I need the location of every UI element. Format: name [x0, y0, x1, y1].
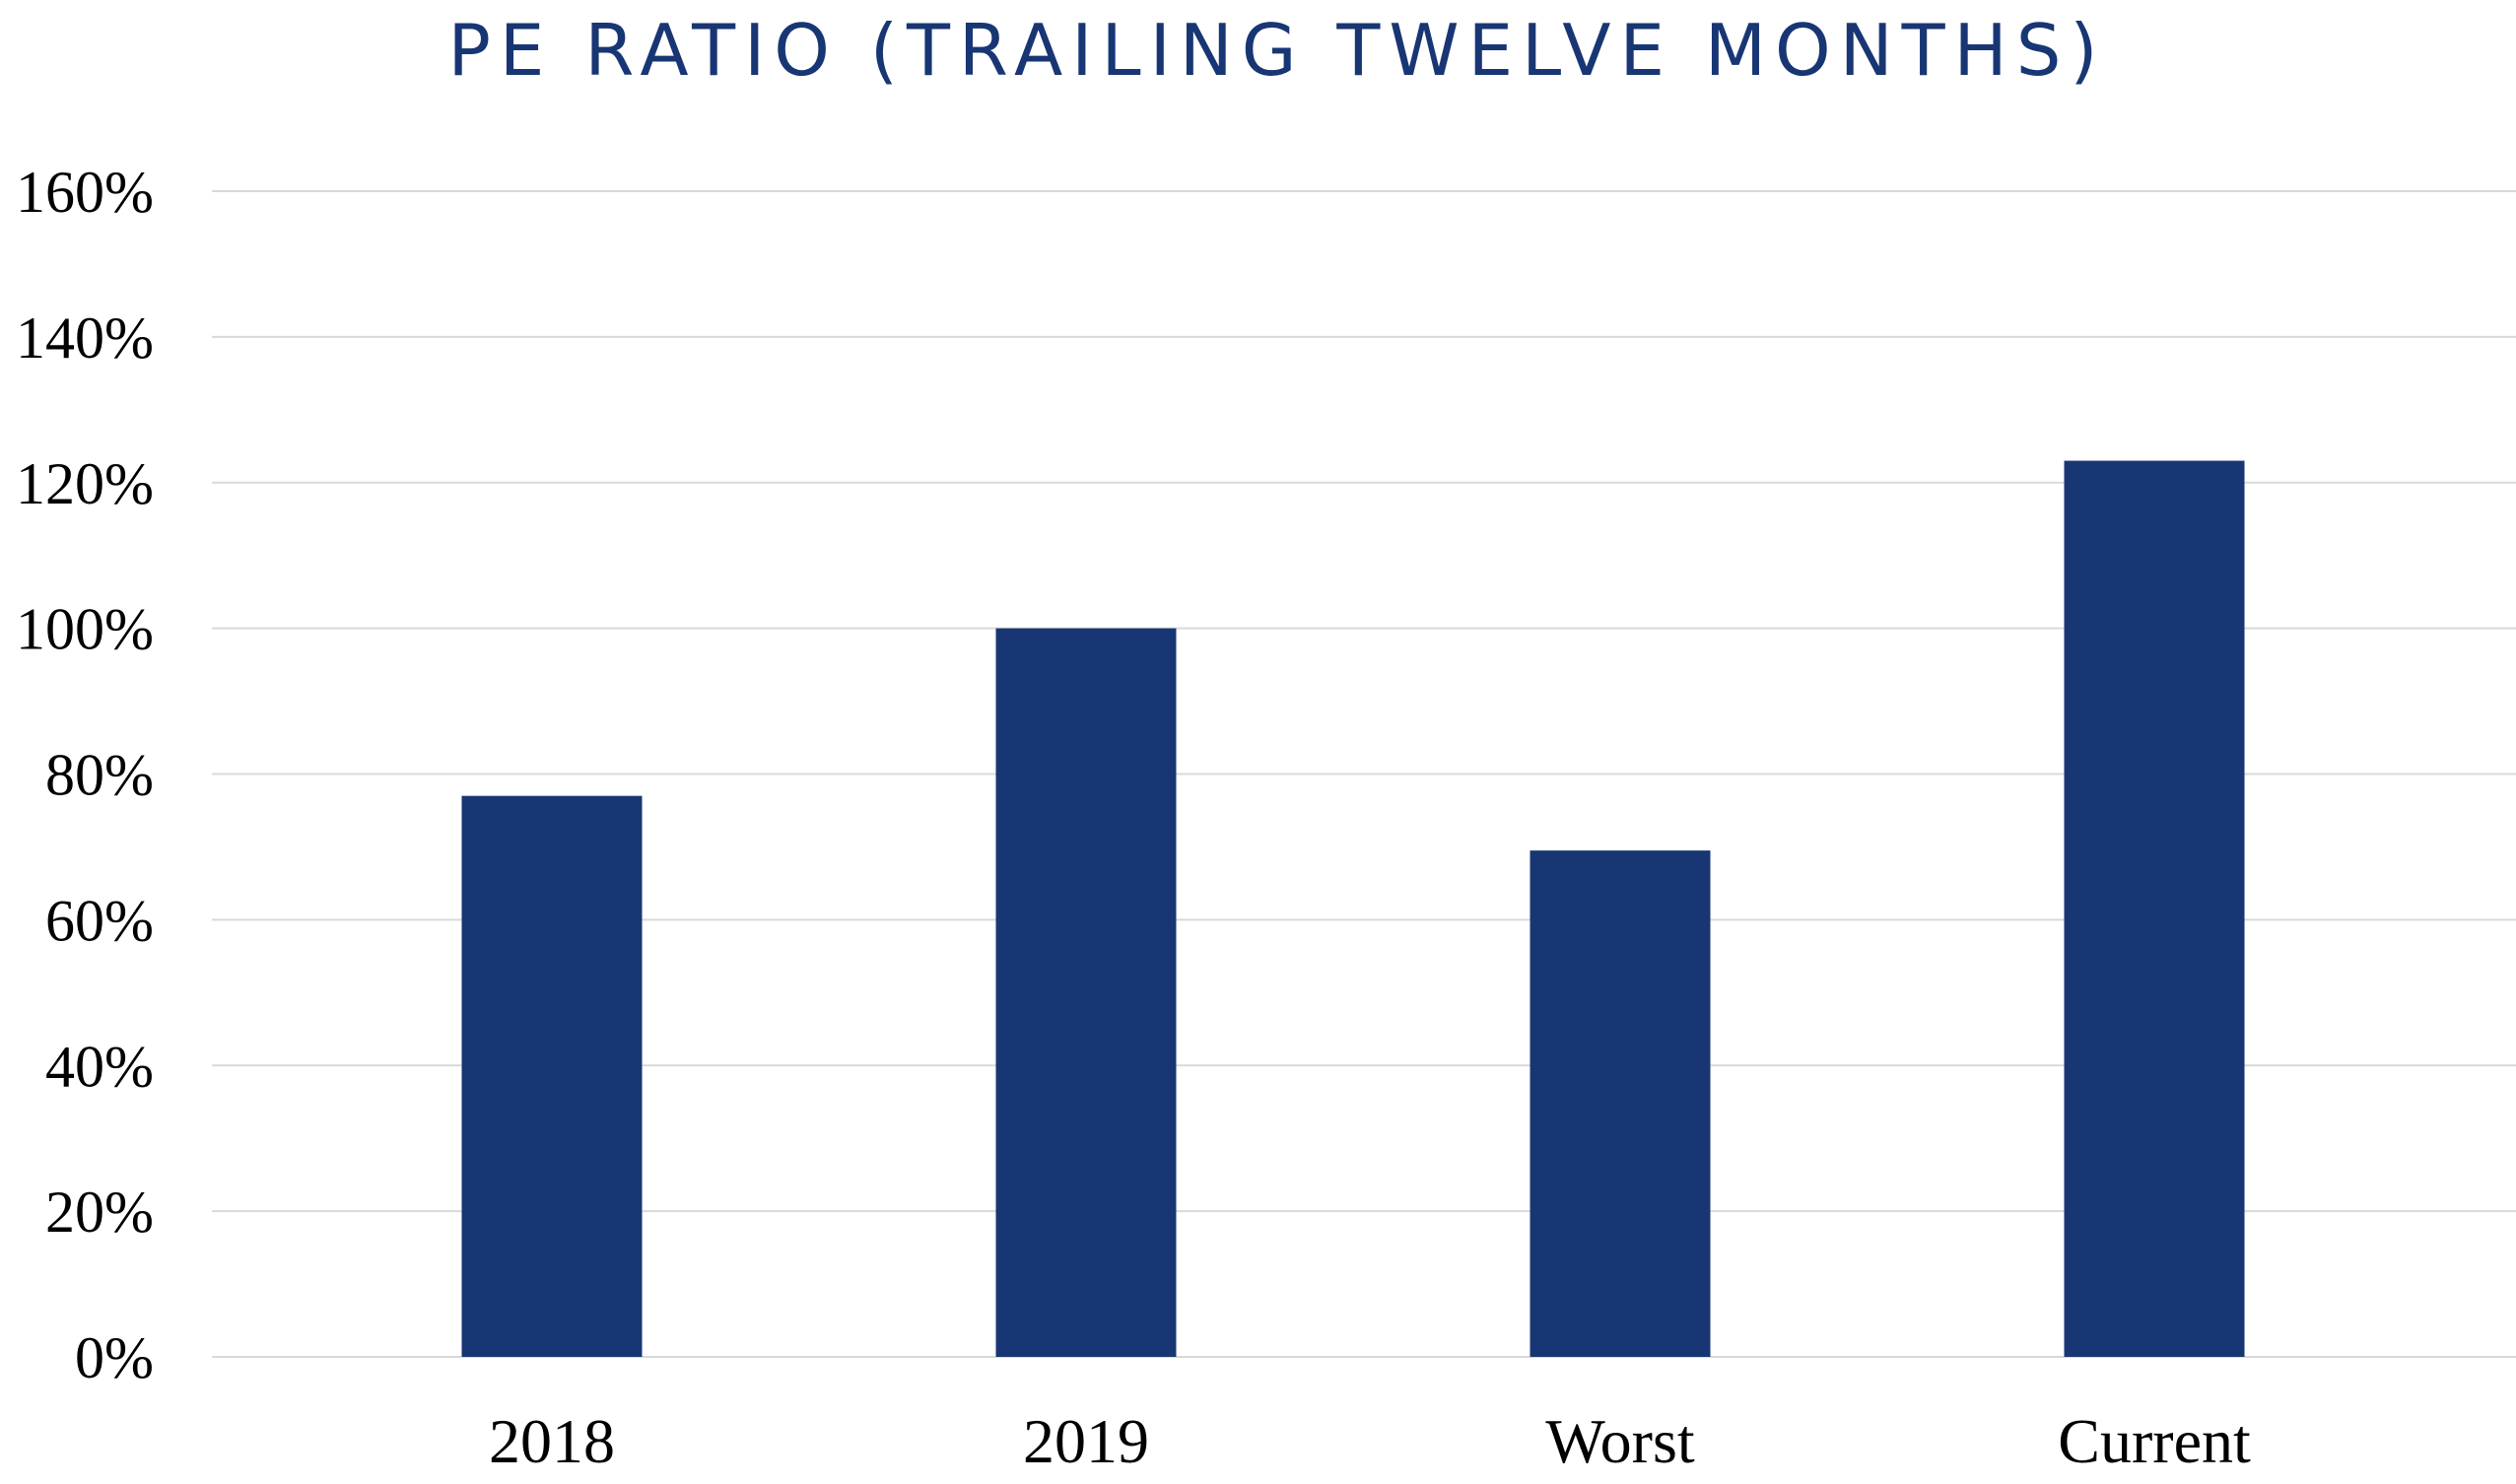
bar-2019	[995, 628, 1177, 1357]
bars	[461, 460, 2245, 1358]
bar-current	[2064, 460, 2245, 1358]
x-tick-label: 2019	[1023, 1406, 1149, 1476]
x-tick-label: Current	[2058, 1406, 2251, 1476]
y-tick-label: 40%	[45, 1034, 154, 1099]
y-tick-label: 20%	[45, 1180, 154, 1245]
x-tick-label: Worst	[1545, 1406, 1695, 1476]
y-tick-label: 120%	[16, 451, 154, 516]
y-axis-tick-labels: 0% 20% 40% 60% 80% 100% 120% 140% 160%	[16, 160, 154, 1390]
y-tick-label: 0%	[75, 1325, 154, 1390]
bar-2018	[461, 795, 643, 1357]
x-tick-label: 2018	[489, 1406, 615, 1476]
y-tick-label: 100%	[16, 597, 154, 662]
y-tick-label: 80%	[45, 743, 154, 808]
y-tick-label: 60%	[45, 888, 154, 953]
y-tick-label: 140%	[16, 305, 154, 371]
y-tick-label: 160%	[16, 160, 154, 225]
x-axis-category-labels: 2018 2019 Worst Current	[489, 1406, 2251, 1476]
chart-title: PE RATIO (TRAILING TWELVE MONTHS)	[448, 9, 2107, 92]
bar-worst	[1530, 850, 1711, 1357]
